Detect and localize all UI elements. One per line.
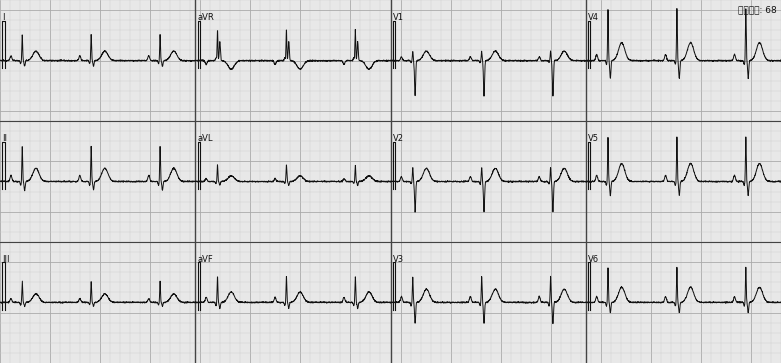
- Text: V2: V2: [393, 134, 404, 143]
- Text: V1: V1: [393, 13, 404, 23]
- Text: V6: V6: [588, 255, 599, 264]
- Text: V3: V3: [393, 255, 404, 264]
- Text: 平均心率: 68: 平均心率: 68: [738, 5, 777, 15]
- Text: V5: V5: [588, 134, 599, 143]
- Text: aVL: aVL: [198, 134, 213, 143]
- Text: II: II: [2, 134, 7, 143]
- Text: aVF: aVF: [198, 255, 213, 264]
- Text: III: III: [2, 255, 10, 264]
- Text: I: I: [2, 13, 5, 23]
- Text: V4: V4: [588, 13, 599, 23]
- Text: aVR: aVR: [198, 13, 214, 23]
